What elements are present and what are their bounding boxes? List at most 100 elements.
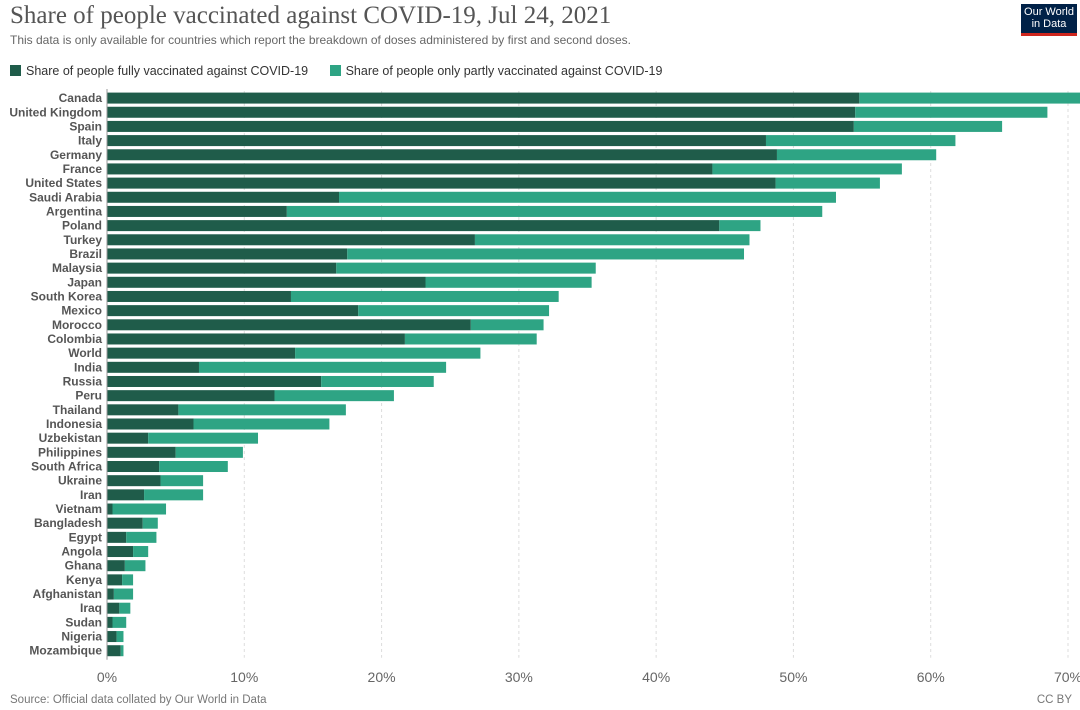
bar-fully-vaccinated — [107, 475, 161, 487]
bar-partly-vaccinated — [126, 531, 157, 543]
country-label: Thailand — [53, 403, 102, 417]
bar-fully-vaccinated — [107, 560, 125, 572]
bar-fully-vaccinated — [107, 205, 287, 217]
bar-fully-vaccinated — [107, 106, 856, 118]
bar-partly-vaccinated — [193, 418, 330, 430]
bar-fully-vaccinated — [107, 248, 348, 260]
country-label: United States — [25, 176, 102, 190]
bar-partly-vaccinated — [339, 191, 836, 203]
logo-line-2: in Data — [1031, 18, 1067, 30]
bar-fully-vaccinated — [107, 319, 471, 331]
bar-partly-vaccinated — [119, 602, 131, 614]
bar-partly-vaccinated — [116, 631, 124, 643]
bar-fully-vaccinated — [107, 631, 117, 643]
country-label: Iraq — [80, 601, 102, 615]
country-label: Morocco — [52, 318, 102, 332]
bar-fully-vaccinated — [107, 135, 766, 147]
bar-fully-vaccinated — [107, 120, 854, 132]
legend-label-fully: Share of people fully vaccinated against… — [26, 64, 309, 78]
bar-partly-vaccinated — [286, 205, 823, 217]
bar-partly-vaccinated — [113, 588, 134, 600]
country-label: Ghana — [65, 559, 103, 573]
bar-partly-vaccinated — [404, 333, 537, 345]
bar-partly-vaccinated — [853, 120, 1003, 132]
bar-fully-vaccinated — [107, 177, 776, 189]
legend-item-fully[interactable]: Share of people fully vaccinated against… — [10, 64, 308, 78]
bar-partly-vaccinated — [160, 475, 204, 487]
x-tick-label: 40% — [642, 669, 670, 685]
country-label: South Africa — [31, 460, 102, 474]
bar-partly-vaccinated — [175, 446, 243, 458]
country-label: Canada — [59, 91, 103, 105]
country-label: Nigeria — [61, 630, 102, 644]
bar-partly-vaccinated — [775, 177, 880, 189]
x-tick-label: 50% — [779, 669, 807, 685]
bar-partly-vaccinated — [470, 319, 544, 331]
bar-partly-vaccinated — [122, 574, 134, 586]
bar-fully-vaccinated — [107, 220, 720, 232]
bar-fully-vaccinated — [107, 432, 149, 444]
country-label: World — [68, 346, 102, 360]
bar-partly-vaccinated — [321, 375, 434, 387]
bar-fully-vaccinated — [107, 461, 160, 473]
legend: Share of people fully vaccinated against… — [10, 64, 680, 78]
bar-partly-vaccinated — [148, 432, 259, 444]
bar-partly-vaccinated — [178, 404, 346, 416]
legend-item-partly[interactable]: Share of people only partly vaccinated a… — [329, 64, 662, 78]
country-label: Spain — [69, 119, 102, 133]
x-tick-label: 60% — [917, 669, 945, 685]
bar-fully-vaccinated — [107, 390, 275, 402]
country-label: Colombia — [47, 332, 102, 346]
license-link[interactable]: CC BY — [1036, 694, 1072, 706]
bar-fully-vaccinated — [107, 234, 475, 246]
country-label: Vietnam — [56, 502, 102, 516]
bar-fully-vaccinated — [107, 645, 121, 657]
bar-fully-vaccinated — [107, 375, 322, 387]
country-label: Indonesia — [46, 417, 102, 431]
bar-partly-vaccinated — [859, 92, 1080, 104]
bar-fully-vaccinated — [107, 262, 337, 274]
bar-fully-vaccinated — [107, 404, 179, 416]
bar-fully-vaccinated — [107, 361, 199, 373]
bar-fully-vaccinated — [107, 305, 359, 317]
country-label: Iran — [80, 488, 102, 502]
logo-line-1: Our World — [1024, 6, 1074, 18]
x-tick-label: 20% — [368, 669, 396, 685]
bar-partly-vaccinated — [290, 290, 559, 302]
chart-subtitle: This data is only available for countrie… — [10, 33, 631, 47]
bar-partly-vaccinated — [776, 149, 937, 161]
country-label: Russia — [63, 374, 103, 388]
country-label: Saudi Arabia — [29, 190, 102, 204]
legend-swatch-fully — [10, 65, 21, 76]
owid-logo[interactable]: Our World in Data — [1021, 4, 1077, 36]
country-label: Mexico — [61, 304, 102, 318]
bar-fully-vaccinated — [107, 602, 120, 614]
country-label: Germany — [50, 148, 102, 162]
bar-fully-vaccinated — [107, 446, 176, 458]
bar-partly-vaccinated — [712, 163, 902, 175]
x-tick-label: 30% — [505, 669, 533, 685]
bar-partly-vaccinated — [124, 560, 146, 572]
chart-title: Share of people vaccinated against COVID… — [10, 2, 612, 29]
country-label: Philippines — [38, 445, 102, 459]
country-label: Poland — [62, 219, 102, 233]
bar-fully-vaccinated — [107, 616, 113, 628]
source-note[interactable]: Source: Official data collated by Our Wo… — [10, 694, 267, 706]
country-label: Japan — [67, 275, 102, 289]
bar-partly-vaccinated — [425, 276, 592, 288]
bar-fully-vaccinated — [107, 163, 713, 175]
country-label: France — [63, 162, 103, 176]
country-label: Egypt — [69, 530, 102, 544]
bar-partly-vaccinated — [765, 135, 956, 147]
bar-fully-vaccinated — [107, 574, 123, 586]
x-tick-label: 0% — [97, 669, 117, 685]
bar-partly-vaccinated — [274, 390, 394, 402]
country-label: South Korea — [31, 289, 103, 303]
country-label: Turkey — [64, 233, 103, 247]
bar-fully-vaccinated — [107, 489, 145, 501]
bar-fully-vaccinated — [107, 333, 405, 345]
bar-fully-vaccinated — [107, 191, 340, 203]
country-label: Malaysia — [52, 261, 102, 275]
x-tick-label: 10% — [230, 669, 258, 685]
